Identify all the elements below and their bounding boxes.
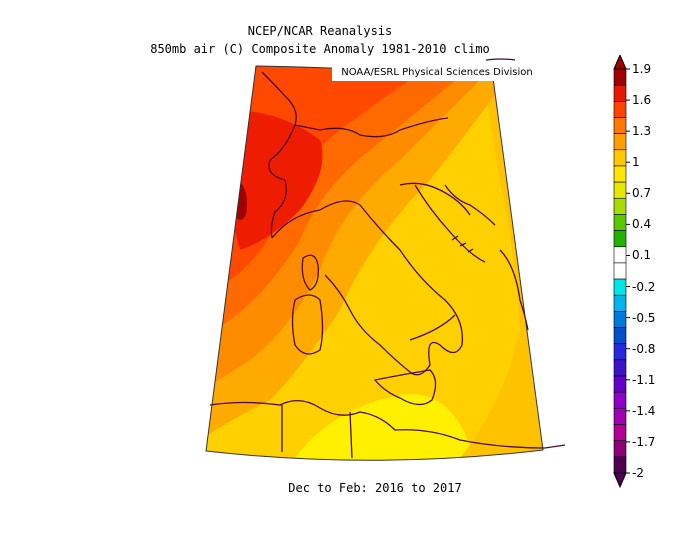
colorbar-tick-label: -0.5 xyxy=(632,310,656,325)
colorbar-tick-label: 0.4 xyxy=(632,217,652,232)
colorbar-tick-label: 0.7 xyxy=(632,186,652,201)
colorbar-swatch xyxy=(613,230,627,248)
colorbar-swatch xyxy=(613,294,627,312)
period-label: Dec to Feb: 2016 to 2017 xyxy=(288,481,462,495)
colorbar xyxy=(613,55,630,489)
colorbar-swatch xyxy=(613,68,627,86)
colorbar-swatch xyxy=(613,456,627,474)
colorbar-min-arrow xyxy=(613,472,627,489)
colorbar-tick-label: -1.1 xyxy=(632,372,656,387)
colorbar-swatch xyxy=(613,327,627,345)
colorbar-swatch xyxy=(613,391,627,409)
colorbar-swatch xyxy=(613,214,627,231)
colorbar-swatch xyxy=(613,117,627,134)
colorbar-swatch xyxy=(613,101,627,118)
colorbar-tick-label: -1.7 xyxy=(632,434,656,449)
map-subtitle: 850mb air (C) Composite Anomaly 1981-201… xyxy=(150,42,490,56)
colorbar-swatch xyxy=(613,359,627,377)
credit-label: NOAA/ESRL Physical Sciences Division xyxy=(332,65,542,81)
colorbar-swatch xyxy=(613,246,627,264)
colorbar-swatch xyxy=(613,440,627,458)
coastlines xyxy=(209,58,566,459)
colorbar-tick-label: -2 xyxy=(632,466,644,480)
colorbar-tick-label: 0.1 xyxy=(632,248,652,263)
colorbar-tick-label: -0.8 xyxy=(632,341,656,356)
colorbar-swatch xyxy=(613,133,627,151)
colorbar-swatch xyxy=(613,262,627,280)
colorbar-tick-label: 1 xyxy=(632,155,640,170)
colorbar-tick-label: -1.4 xyxy=(632,403,656,418)
colorbar-swatch xyxy=(613,408,627,425)
colorbar-tick-label: 1.3 xyxy=(632,124,652,139)
colorbar-swatch xyxy=(613,375,627,393)
colorbar-swatch xyxy=(613,149,627,167)
temperature-field xyxy=(206,66,543,461)
colorbar-tick-label: 1.9 xyxy=(632,62,652,76)
colorbar-swatch xyxy=(613,165,627,183)
colorbar-max-arrow xyxy=(613,55,627,70)
map-title: NCEP/NCAR Reanalysis xyxy=(247,24,393,38)
colorbar-swatch xyxy=(613,343,627,361)
colorbar-tick-label: -0.2 xyxy=(632,279,656,294)
colorbar-swatch xyxy=(613,278,627,296)
colorbar-tick-label: 1.6 xyxy=(632,93,652,108)
colorbar-swatch xyxy=(613,181,627,199)
colorbar-swatch xyxy=(613,84,627,102)
colorbar-swatch xyxy=(613,424,627,441)
colorbar-swatch xyxy=(613,197,627,215)
colorbar-swatch xyxy=(613,311,627,328)
